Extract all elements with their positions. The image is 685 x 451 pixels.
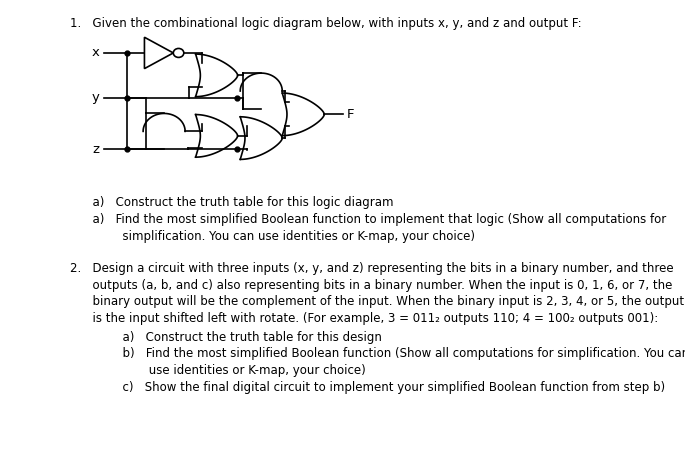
Text: c)   Show the final digital circuit to implement your simplified Boolean functio: c) Show the final digital circuit to imp… bbox=[70, 381, 664, 394]
Text: simplification. You can use identities or K-map, your choice): simplification. You can use identities o… bbox=[70, 230, 475, 243]
Text: a)   Find the most simplified Boolean function to implement that logic (Show all: a) Find the most simplified Boolean func… bbox=[70, 213, 666, 226]
Text: x: x bbox=[92, 46, 99, 60]
Text: is the input shifted left with rotate. (For example, 3 = 011₂ outputs 110; 4 = 1: is the input shifted left with rotate. (… bbox=[70, 312, 658, 325]
Text: use identities or K-map, your choice): use identities or K-map, your choice) bbox=[70, 364, 365, 377]
Text: a)   Construct the truth table for this design: a) Construct the truth table for this de… bbox=[70, 331, 382, 344]
Text: 1.   Given the combinational logic diagram below, with inputs x, y, and z and ou: 1. Given the combinational logic diagram… bbox=[70, 17, 582, 30]
Text: z: z bbox=[92, 143, 99, 156]
Text: 2.   Design a circuit with three inputs (x, y, and z) representing the bits in a: 2. Design a circuit with three inputs (x… bbox=[70, 262, 673, 275]
Text: outputs (a, b, and c) also representing bits in a binary number. When the input : outputs (a, b, and c) also representing … bbox=[70, 279, 672, 292]
Text: y: y bbox=[92, 91, 99, 104]
Text: b)   Find the most simplified Boolean function (Show all computations for simpli: b) Find the most simplified Boolean func… bbox=[70, 347, 685, 360]
Text: F: F bbox=[347, 108, 353, 121]
Text: a)   Construct the truth table for this logic diagram: a) Construct the truth table for this lo… bbox=[70, 196, 393, 209]
Text: binary output will be the complement of the input. When the binary input is 2, 3: binary output will be the complement of … bbox=[70, 295, 684, 308]
